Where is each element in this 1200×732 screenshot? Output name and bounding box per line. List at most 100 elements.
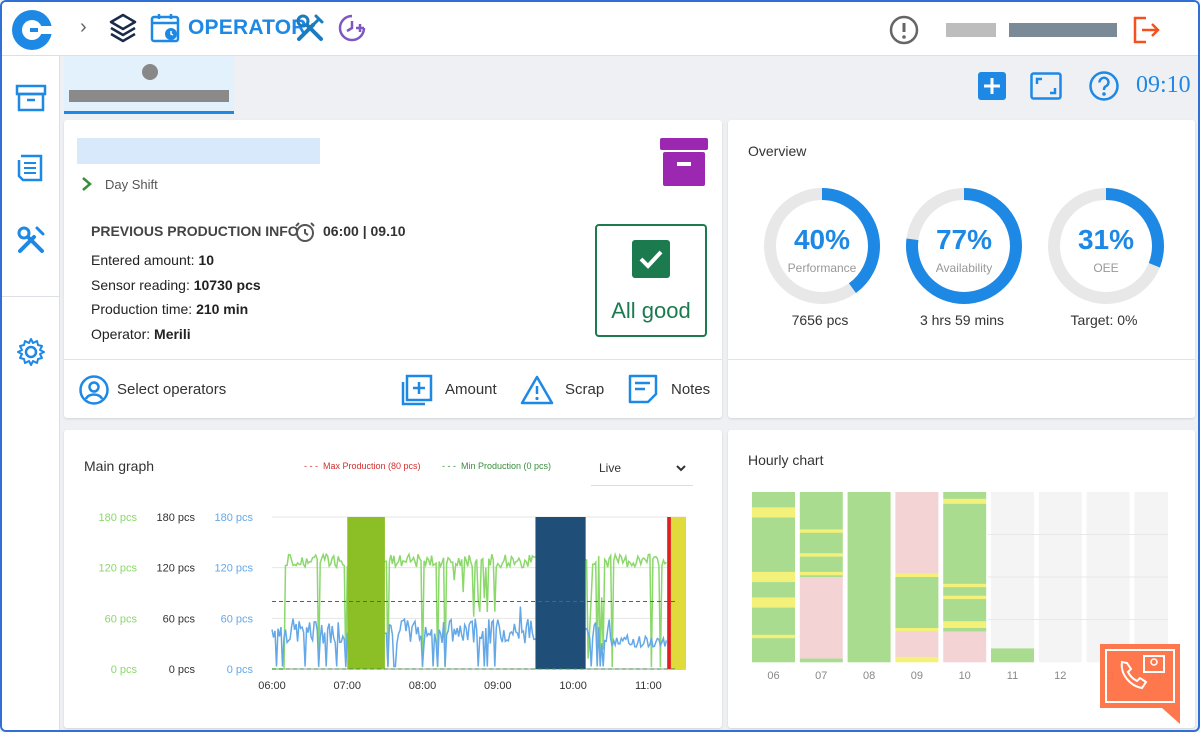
main-graph-panel: Main graph - - - Max Production (80 pcs)… — [64, 430, 722, 728]
gauge-value: 31% — [1077, 224, 1135, 255]
clock-time: 09:10 — [1136, 72, 1191, 98]
heatmap-cell — [799, 575, 843, 578]
warning-triangle-icon[interactable] — [520, 374, 554, 406]
heatmap-cell — [752, 507, 795, 518]
hour-label: 09 — [911, 670, 923, 682]
heatmap-cell — [895, 492, 939, 574]
gauge-performance: 40% Performance — [760, 184, 884, 308]
mode-select[interactable]: Live — [591, 452, 693, 486]
hour-label: 06 — [767, 670, 779, 682]
heatmap-cell — [799, 553, 843, 557]
logout-icon[interactable] — [1130, 14, 1162, 46]
x-tick-label: 08:00 — [409, 680, 437, 692]
info-operator: Operator: Merili — [91, 326, 191, 342]
gauge-arc — [1048, 188, 1164, 304]
overview-title: Overview — [748, 143, 807, 159]
tools-icon[interactable] — [294, 12, 326, 44]
add-amount-icon[interactable] — [401, 374, 433, 406]
heatmap-cell — [943, 492, 987, 500]
heatmap-cell — [895, 656, 939, 663]
heatmap-cell — [991, 492, 1034, 649]
heatmap-cell — [752, 634, 795, 639]
y-tick-label: 120 pcs — [214, 563, 253, 575]
downtime-block — [667, 517, 671, 669]
gauge-label: Availability — [935, 261, 993, 275]
heatmap-cell — [752, 571, 795, 583]
heatmap-cell — [991, 648, 1034, 663]
hour-label: 10 — [959, 670, 971, 682]
info-entered-amount: Entered amount: 10 — [91, 252, 214, 268]
archive-box-icon[interactable] — [658, 136, 710, 188]
heatmap-cell — [752, 638, 795, 663]
info-value: 10 — [198, 252, 214, 268]
fullscreen-icon[interactable] — [1030, 72, 1062, 100]
heatmap-cell — [943, 583, 987, 588]
hourly-chart: 060708091011121314 — [752, 492, 1168, 682]
hour-label: 12 — [1054, 670, 1066, 682]
select-operators-button[interactable]: Select operators — [117, 381, 227, 398]
help-icon[interactable] — [1088, 70, 1120, 102]
heatmap-cell — [943, 595, 987, 600]
add-icon[interactable] — [978, 72, 1006, 100]
hour-label: 11 — [1007, 670, 1018, 682]
heatmap-cell — [799, 571, 843, 576]
layers-icon[interactable] — [108, 12, 138, 44]
series-line-blue — [271, 606, 668, 668]
heatmap-cell — [895, 631, 939, 658]
shift-label: Day Shift — [105, 177, 158, 192]
y-tick-label: 60 pcs — [221, 613, 254, 625]
gauge-subvalue: 3 hrs 59 mins — [919, 312, 1005, 328]
clock-plus-icon[interactable] — [336, 12, 368, 44]
sidebar-tools-icon[interactable] — [15, 224, 47, 256]
main-graph-chart: 0 pcs 0 pcs 0 pcs 60 pcs 60 pcs 60 pcs 120 pcs… — [98, 512, 686, 692]
app-logo-icon[interactable] — [10, 8, 54, 52]
product-name-placeholder — [77, 138, 320, 164]
heatmap-cell — [752, 517, 795, 573]
sidebar-divider — [2, 296, 60, 297]
y-tick-label: 60 pcs — [105, 613, 138, 625]
amount-button[interactable]: Amount — [445, 381, 497, 398]
calendar-clock-icon[interactable] — [150, 12, 182, 44]
heatmap-cell — [895, 577, 939, 629]
downtime-block — [347, 517, 385, 669]
sidebar — [2, 56, 60, 730]
scrap-button[interactable]: Scrap — [565, 381, 605, 398]
sidebar-archive-icon[interactable] — [15, 82, 47, 114]
x-tick-label: 06:00 — [258, 680, 286, 692]
user-circle-icon[interactable] — [78, 374, 110, 406]
sidebar-settings-icon[interactable] — [15, 336, 47, 368]
heatmap-cell — [799, 577, 843, 659]
legend-min-label: Min Production (0 pcs) — [461, 461, 552, 471]
alarm-clock-icon — [295, 222, 315, 242]
top-bar: › OPERATOR — [2, 2, 1198, 56]
notes-icon[interactable] — [628, 374, 658, 404]
actions-bar: Select operators Amount Scrap Notes — [64, 359, 722, 418]
y-tick-label: 120 pcs — [156, 563, 195, 575]
gauge-arc — [764, 188, 880, 304]
heatmap-cell — [752, 597, 795, 608]
x-tick-label: 07:00 — [334, 680, 362, 692]
legend-min-production: - - - Min Production (0 pcs) — [442, 461, 552, 471]
info-label: Entered amount: — [91, 252, 195, 268]
heatmap-cell — [847, 492, 891, 663]
hourly-chart-title: Hourly chart — [748, 452, 824, 468]
alert-icon[interactable] — [888, 14, 920, 46]
tab-active[interactable] — [64, 56, 234, 114]
checkbox-checked-icon — [632, 240, 670, 278]
heatmap-cell — [895, 628, 939, 632]
heatmap-cell — [943, 587, 987, 596]
heatmap-cell — [752, 582, 795, 598]
y-tick-label: 60 pcs — [163, 613, 196, 625]
info-value: 210 min — [196, 301, 249, 317]
info-label: Sensor reading: — [91, 277, 190, 293]
x-tick-label: 10:00 — [559, 680, 587, 692]
heatmap-cell — [799, 532, 843, 554]
sidebar-document-icon[interactable] — [15, 152, 47, 184]
app-title: OPERATOR — [188, 16, 307, 39]
chevron-right-icon — [82, 177, 92, 191]
support-call-icon[interactable] — [1100, 644, 1184, 724]
gauge-value: 77% — [935, 224, 993, 255]
notes-button[interactable]: Notes — [671, 381, 711, 398]
overview-panel: Overview 40% Performance 7656 pcs 77% Availa… — [728, 120, 1195, 418]
gauge-availability: 77% Availability — [902, 184, 1026, 308]
